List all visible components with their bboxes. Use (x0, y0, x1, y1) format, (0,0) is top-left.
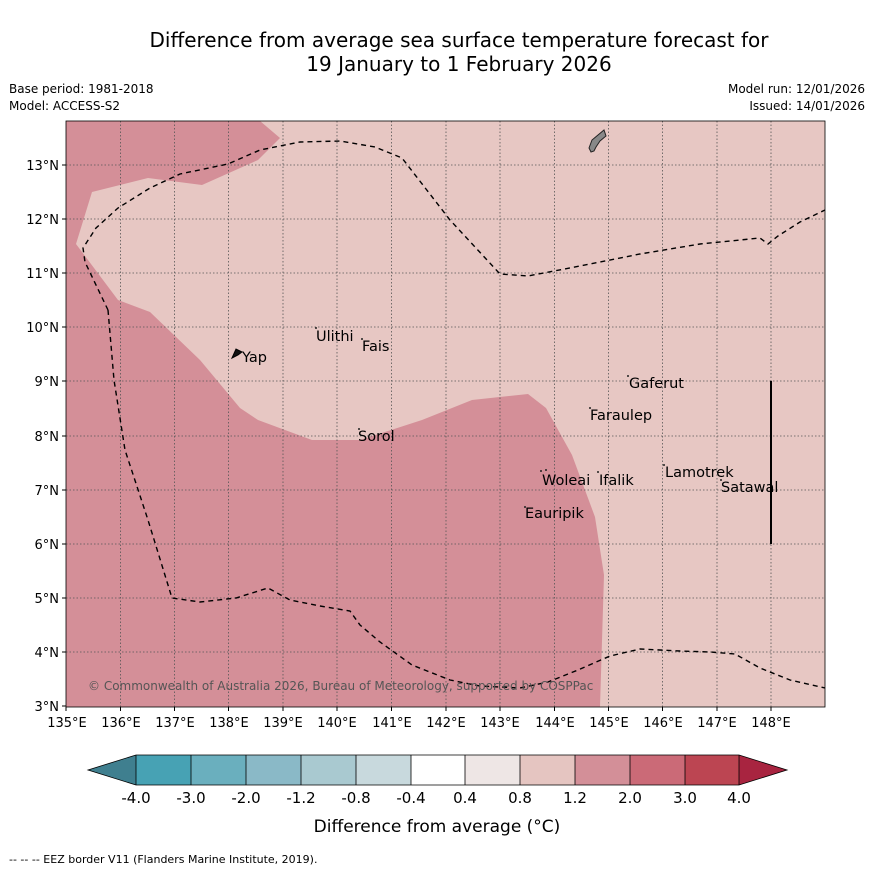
meta-right: Model run: 12/01/2026 Issued: 14/01/2026 (728, 81, 865, 115)
colorbar-swatch (685, 755, 739, 785)
y-tick: 12°N (26, 213, 59, 228)
base-period: Base period: 1981-2018 (9, 82, 154, 96)
y-tick: 13°N (26, 159, 59, 174)
colorbar-swatch (246, 755, 301, 785)
colorbar-label: -0.8 (341, 789, 370, 807)
y-tick: 5°N (35, 592, 60, 607)
x-tick: 147°E (697, 716, 737, 731)
y-tick: 4°N (35, 646, 60, 661)
model-run: Model run: 12/01/2026 (727, 82, 865, 96)
woleai-marker-2 (545, 469, 547, 471)
y-tick: 10°N (26, 321, 59, 336)
x-tick: 140°E (317, 716, 357, 731)
colorbar-title: Difference from average (°C) (314, 817, 561, 837)
x-tick: 142°E (426, 716, 466, 731)
copyright-text: © Commonwealth of Australia 2026, Bureau… (88, 679, 593, 693)
gaferut-marker (627, 375, 629, 377)
colorbar-label: -3.0 (176, 789, 205, 807)
label-fais: Fais (362, 339, 389, 355)
x-tick: 135°E (47, 716, 87, 731)
colorbar-swatch (520, 755, 575, 785)
fais-marker (361, 338, 363, 340)
colorbar-label: 1.2 (563, 789, 587, 807)
model-name: Model: ACCESS-S2 (9, 99, 121, 113)
label-woleai: Woleai (542, 473, 590, 489)
x-tick: 144°E (535, 716, 575, 731)
label-sorol: Sorol (358, 429, 395, 445)
lamotrek-marker (663, 464, 665, 466)
title-line-2: 19 January to 1 February 2026 (306, 52, 612, 76)
map-title: Difference from average sea surface temp… (0, 28, 873, 76)
colorbar-arrow-high (739, 755, 787, 785)
colorbar-label: 2.0 (618, 789, 642, 807)
x-tick: 137°E (155, 716, 195, 731)
guam-island (588, 129, 607, 153)
colorbar (86, 754, 789, 786)
atoll-markers (315, 327, 722, 508)
colorbar-label: -0.4 (396, 789, 425, 807)
colorbar-swatch (356, 755, 411, 785)
colorbar-label: -1.2 (286, 789, 315, 807)
label-faraulep: Faraulep (590, 408, 652, 424)
x-tick-labels: 135°E 136°E 137°E 138°E 139°E 140°E 141°… (47, 716, 791, 731)
tick-marks (62, 164, 772, 711)
anomaly-zone-dark (66, 121, 604, 707)
x-tick: 143°E (480, 716, 520, 731)
place-labels: Yap Ulithi Fais Sorol Gaferut Faraulep W… (241, 329, 778, 522)
footnote: -- -- -- EEZ border V11 (Flanders Marine… (9, 853, 318, 866)
colorbar-swatch (301, 755, 356, 785)
colorbar-swatch (575, 755, 630, 785)
colorbar-swatch (411, 755, 465, 785)
x-tick: 145°E (589, 716, 629, 731)
colorbar-label: -2.0 (231, 789, 260, 807)
faraulep-marker (589, 407, 591, 409)
y-tick: 6°N (35, 538, 60, 553)
colorbar-swatch (630, 755, 685, 785)
colorbar-label: 3.0 (673, 789, 697, 807)
woleai-marker (540, 470, 542, 472)
yap-island (230, 348, 243, 360)
sorol-marker (358, 428, 360, 430)
colorbar-arrow-low (88, 755, 136, 785)
label-yap: Yap (241, 350, 267, 366)
label-lamotrek: Lamotrek (665, 465, 734, 481)
title-line-1: Difference from average sea surface temp… (149, 28, 769, 52)
meta-left: Base period: 1981-2018 Model: ACCESS-S2 (9, 81, 154, 115)
colorbar-label: 0.4 (453, 789, 477, 807)
x-tick: 138°E (209, 716, 249, 731)
ifalik-marker (597, 471, 599, 473)
x-tick: 146°E (643, 716, 683, 731)
x-tick: 141°E (372, 716, 412, 731)
colorbar-swatch (136, 755, 191, 785)
y-tick: 9°N (35, 375, 60, 390)
label-ulithi: Ulithi (316, 329, 354, 345)
colorbar-label: 4.0 (727, 789, 751, 807)
colorbar-label: 0.8 (508, 789, 532, 807)
x-tick: 148°E (751, 716, 791, 731)
y-tick-labels: 3°N 4°N 5°N 6°N 7°N 8°N 9°N 10°N 11°N 12… (26, 159, 59, 715)
map-plot-area: Yap Ulithi Fais Sorol Gaferut Faraulep W… (66, 121, 825, 707)
eez-border (82, 140, 825, 689)
label-satawal: Satawal (721, 480, 778, 496)
issued-date: Issued: 14/01/2026 (749, 99, 865, 113)
graticule (66, 121, 825, 707)
label-gaferut: Gaferut (629, 376, 684, 392)
colorbar-swatch (465, 755, 520, 785)
colorbar-labels: -4.0 -3.0 -2.0 -1.2 -0.8 -0.4 0.4 0.8 1.… (121, 789, 751, 807)
x-tick: 136°E (101, 716, 141, 731)
satawal-marker (720, 479, 722, 481)
y-tick: 7°N (35, 484, 60, 499)
x-tick: 139°E (263, 716, 303, 731)
ulithi-marker (315, 327, 317, 329)
y-tick: 3°N (35, 700, 60, 715)
label-eauripik: Eauripik (525, 506, 584, 522)
label-ifalik: Ifalik (599, 473, 634, 489)
y-tick: 11°N (26, 267, 59, 282)
colorbar-label: -4.0 (121, 789, 150, 807)
colorbar-swatch (191, 755, 246, 785)
y-tick: 8°N (35, 430, 60, 445)
eauripik-marker (524, 506, 526, 508)
